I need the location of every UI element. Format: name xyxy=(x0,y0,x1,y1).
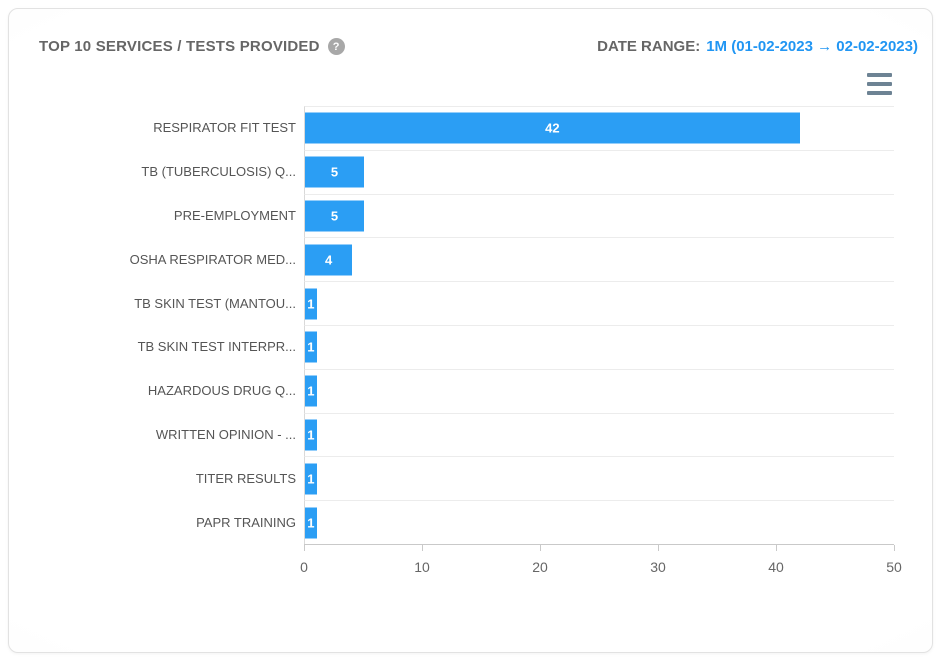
bar-value-label: 1 xyxy=(307,383,315,399)
bar[interactable]: 4 xyxy=(305,244,353,276)
chart-row: TB SKIN TEST INTERPR... 1 xyxy=(9,324,932,369)
chart-row: PRE-EMPLOYMENT 5 xyxy=(9,193,932,238)
x-axis-tick-label: 10 xyxy=(414,558,430,575)
bar-value-label: 42 xyxy=(545,120,560,136)
category-label: RESPIRATOR FIT TEST xyxy=(153,120,296,136)
x-axis-tick-label: 20 xyxy=(532,558,548,575)
chart-row: RESPIRATOR FIT TEST 42 xyxy=(9,106,932,150)
row-plot: 1 xyxy=(304,500,894,544)
x-axis-tick-label: 50 xyxy=(886,558,902,575)
chart-context-menu-button[interactable] xyxy=(867,73,892,95)
row-plot: 1 xyxy=(304,368,894,413)
bar-chart: RESPIRATOR FIT TEST 42 TB (TUBERCULOSIS)… xyxy=(9,106,932,584)
hamburger-icon-line xyxy=(867,82,892,86)
bar-value-label: 1 xyxy=(307,296,315,312)
row-plot: 1 xyxy=(304,324,894,369)
row-plot: 4 xyxy=(304,237,894,282)
category-label: OSHA RESPIRATOR MED... xyxy=(129,251,296,267)
category-label: TB SKIN TEST INTERPR... xyxy=(137,339,296,355)
x-axis-tick-label: 0 xyxy=(300,558,308,575)
chart-row: WRITTEN OPINION - ... 1 xyxy=(9,412,932,457)
row-plot: 1 xyxy=(304,412,894,457)
bar[interactable]: 1 xyxy=(305,507,317,539)
x-axis-tick-label: 40 xyxy=(768,558,784,575)
category-label: TITER RESULTS xyxy=(195,470,296,486)
chart-row: TB SKIN TEST (MANTOU... 1 xyxy=(9,281,932,325)
category-label: TB (TUBERCULOSIS) Q... xyxy=(141,164,296,180)
x-axis-tick xyxy=(776,544,777,551)
chart-row: PAPR TRAINING 1 xyxy=(9,500,932,544)
bar-value-label: 1 xyxy=(307,339,315,355)
bar[interactable]: 5 xyxy=(305,200,364,232)
x-axis-tick xyxy=(540,544,541,551)
category-label: HAZARDOUS DRUG Q... xyxy=(147,383,296,399)
bar[interactable]: 5 xyxy=(305,156,364,188)
help-icon[interactable]: ? xyxy=(327,38,345,55)
bar-value-label: 5 xyxy=(330,208,339,224)
category-label: TB SKIN TEST (MANTOU... xyxy=(134,295,296,311)
bar-value-label: 1 xyxy=(307,515,315,531)
row-plot: 1 xyxy=(304,281,894,325)
row-plot: 5 xyxy=(304,149,894,194)
category-label: WRITTEN OPINION - ... xyxy=(155,426,296,442)
bar[interactable]: 1 xyxy=(305,463,317,495)
chart-title: TOP 10 SERVICES / TESTS PROVIDED xyxy=(39,38,320,55)
x-axis-tick xyxy=(304,544,305,551)
date-range-label: DATE RANGE: xyxy=(597,38,701,55)
x-axis-line: 0 10 20 30 40 50 xyxy=(300,543,902,584)
x-axis-tick xyxy=(422,544,423,551)
chart-card: TOP 10 SERVICES / TESTS PROVIDED ? DATE … xyxy=(8,8,933,653)
x-axis: 0 10 20 30 40 50 xyxy=(9,543,932,584)
bar[interactable]: 1 xyxy=(305,288,317,320)
category-label: PAPR TRAINING xyxy=(196,514,296,530)
bar-value-label: 5 xyxy=(330,164,339,180)
bar-value-label: 4 xyxy=(324,252,333,268)
category-label: PRE-EMPLOYMENT xyxy=(173,207,296,223)
row-plot: 42 xyxy=(304,106,894,150)
bar[interactable]: 1 xyxy=(305,419,317,451)
date-range-value[interactable]: 1M (01-02-2023 → 02-02-2023) xyxy=(706,38,918,55)
bar-value-label: 1 xyxy=(307,427,315,443)
bar[interactable]: 1 xyxy=(305,331,317,363)
chart-header: TOP 10 SERVICES / TESTS PROVIDED ? DATE … xyxy=(9,9,932,55)
chart-row: OSHA RESPIRATOR MED... 4 xyxy=(9,237,932,282)
date-range: DATE RANGE: 1M (01-02-2023 → 02-02-2023) xyxy=(597,38,918,55)
chart-row: TITER RESULTS 1 xyxy=(9,456,932,501)
chart-title-wrap: TOP 10 SERVICES / TESTS PROVIDED ? xyxy=(39,38,345,55)
x-axis-tick-label: 30 xyxy=(650,558,666,575)
x-axis-spacer xyxy=(9,544,304,584)
bar-value-label: 1 xyxy=(307,471,315,487)
bar[interactable]: 1 xyxy=(305,375,317,407)
x-axis-tick xyxy=(894,544,895,551)
x-axis-tick xyxy=(658,544,659,551)
chart-row: TB (TUBERCULOSIS) Q... 5 xyxy=(9,149,932,194)
bar-chart-rows: RESPIRATOR FIT TEST 42 TB (TUBERCULOSIS)… xyxy=(9,106,932,544)
hamburger-icon-line xyxy=(867,91,892,95)
bar[interactable]: 42 xyxy=(305,112,800,144)
row-plot: 1 xyxy=(304,456,894,501)
row-plot: 5 xyxy=(304,193,894,238)
hamburger-icon-line xyxy=(867,73,892,77)
chart-row: HAZARDOUS DRUG Q... 1 xyxy=(9,368,932,413)
